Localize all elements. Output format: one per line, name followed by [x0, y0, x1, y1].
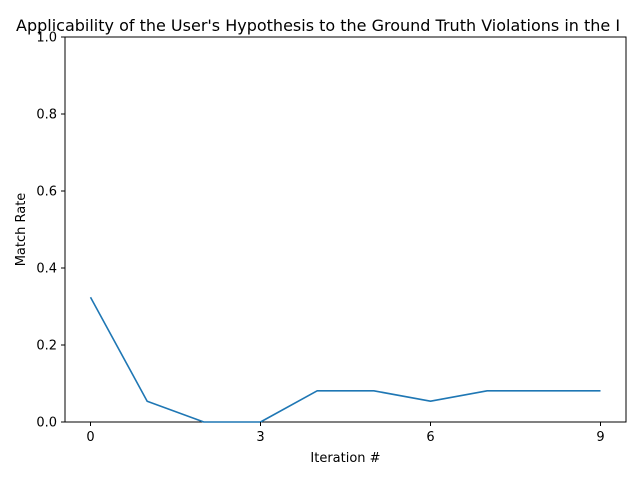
x-tick-label: 0 [86, 430, 94, 445]
plot-area [64, 36, 627, 423]
y-axis-label: Match Rate [14, 193, 29, 267]
x-tick-label: 6 [426, 430, 434, 445]
x-tick-label: 9 [596, 430, 604, 445]
plot-frame [64, 36, 627, 423]
series-lines [89, 296, 601, 423]
y-tick-label: 0.4 [36, 262, 57, 277]
chart-title: Applicability of the User's Hypothesis t… [16, 16, 620, 35]
series-line [89, 296, 601, 423]
y-tick-label: 0.0 [36, 416, 57, 431]
y-tick-label: 0.8 [36, 108, 57, 123]
y-tick-label: 0.2 [36, 339, 57, 354]
y-tick-label: 0.6 [36, 185, 57, 200]
y-tick-label: 1.0 [36, 31, 57, 46]
x-axis: 0 3 6 9 [86, 422, 605, 445]
y-axis: 0.0 0.2 0.4 0.6 0.8 1.0 [36, 31, 65, 431]
x-axis-label: Iteration # [310, 451, 380, 466]
x-tick-label: 3 [256, 430, 264, 445]
